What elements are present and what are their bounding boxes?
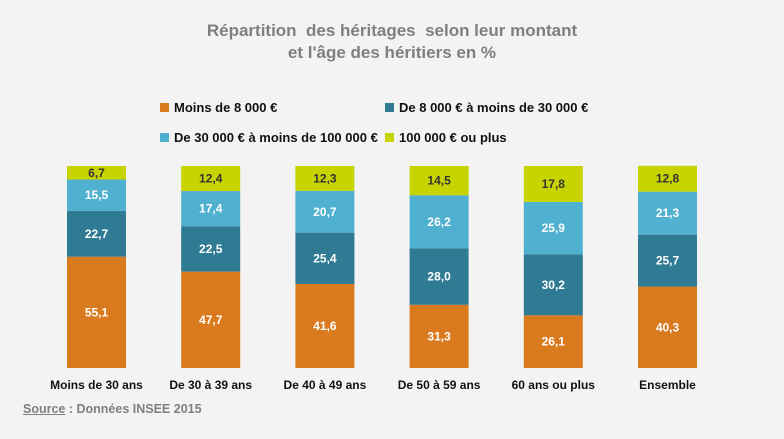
data-label: 47,7 <box>199 313 223 327</box>
bar-segment <box>295 166 355 191</box>
legend-item-8000-30000: De 8 000 € à moins de 30 000 € <box>385 100 588 115</box>
source-note: Source : Données INSEE 2015 <box>23 402 202 416</box>
legend-item-moins-8000: Moins de 8 000 € <box>160 100 277 115</box>
data-label: 17,4 <box>199 202 223 216</box>
bar-segment <box>638 191 697 235</box>
chart-title: Répartition des héritages selon leur mon… <box>0 20 784 64</box>
bar-segment <box>181 166 241 192</box>
bar-segment <box>67 210 126 257</box>
data-label: 21,3 <box>656 206 680 220</box>
legend-swatch <box>385 133 394 142</box>
legend-label: De 30 000 € à moins de 100 000 € <box>174 130 378 145</box>
data-label: 20,7 <box>313 205 337 219</box>
legend-swatch <box>160 103 169 112</box>
bar-segment <box>295 190 355 233</box>
bar-segment <box>67 256 126 368</box>
data-label: 15,5 <box>85 188 109 202</box>
data-label: 25,4 <box>313 251 337 265</box>
data-label: 12,3 <box>313 171 337 185</box>
category-label: Ensemble <box>639 378 696 392</box>
data-label: 26,2 <box>427 215 451 229</box>
legend-label: De 8 000 € à moins de 30 000 € <box>399 100 589 115</box>
chart-title-line-2: et l'âge des héritiers en % <box>287 43 497 62</box>
bar-segment <box>523 315 583 368</box>
bar-segment <box>181 271 241 368</box>
data-label: 41,6 <box>313 319 337 333</box>
data-label: 25,7 <box>656 254 680 268</box>
data-label: 14,5 <box>427 174 451 188</box>
data-label: 12,8 <box>656 172 680 186</box>
legend-label: Moins de 8 000 € <box>174 100 278 115</box>
data-label: 25,9 <box>542 221 566 235</box>
bar-segment <box>638 234 697 287</box>
bar-segment <box>181 226 241 272</box>
category-label: De 50 à 59 ans <box>398 378 481 392</box>
data-label: 28,0 <box>427 269 451 283</box>
bar-segment <box>181 191 241 227</box>
source-label: Source <box>23 402 66 416</box>
category-label: Moins de 30 ans <box>50 378 143 392</box>
bar-segment <box>409 166 469 196</box>
data-label: 40,3 <box>656 320 680 334</box>
stacked-bar-chart: 55,1 22,7 15,5 6,7 Moins de 30 ans 47,7 22,5 17… <box>50 165 697 392</box>
bar-segment <box>409 195 469 249</box>
data-label: 55,1 <box>85 305 109 319</box>
bar-segment <box>67 166 126 180</box>
bar-segment <box>523 166 583 202</box>
bar-segment <box>523 201 583 255</box>
data-label: 22,5 <box>199 242 223 256</box>
chart-title-line-1: Répartition des héritages selon leur mon… <box>206 21 578 40</box>
category-label: De 40 à 49 ans <box>284 378 367 392</box>
category-label: 60 ans ou plus <box>512 378 596 392</box>
legend-item-30000-100000: De 30 000 € à moins de 100 000 € <box>160 130 378 145</box>
data-label: 26,1 <box>542 335 566 349</box>
data-label: 12,4 <box>199 172 223 186</box>
bar-segment <box>67 179 126 211</box>
bar-segment <box>638 165 697 192</box>
bar-segment <box>638 286 697 368</box>
data-label: 30,2 <box>542 278 566 292</box>
legend-swatch <box>160 133 169 142</box>
bar-segment <box>295 232 355 284</box>
data-label: 6,7 <box>88 166 105 180</box>
bar-segment <box>295 283 355 368</box>
bar-segment <box>409 304 469 368</box>
legend-item-100000-plus: 100 000 € ou plus <box>385 130 507 145</box>
bar-segment <box>523 254 583 316</box>
legend-label: 100 000 € ou plus <box>399 130 507 145</box>
data-label: 17,8 <box>542 177 566 191</box>
legend-swatch <box>385 103 394 112</box>
source-text: : Données INSEE 2015 <box>65 402 202 416</box>
category-label: De 30 à 39 ans <box>169 378 252 392</box>
data-label: 31,3 <box>427 329 451 343</box>
data-label: 22,7 <box>85 227 109 241</box>
bar-segment <box>409 248 469 305</box>
